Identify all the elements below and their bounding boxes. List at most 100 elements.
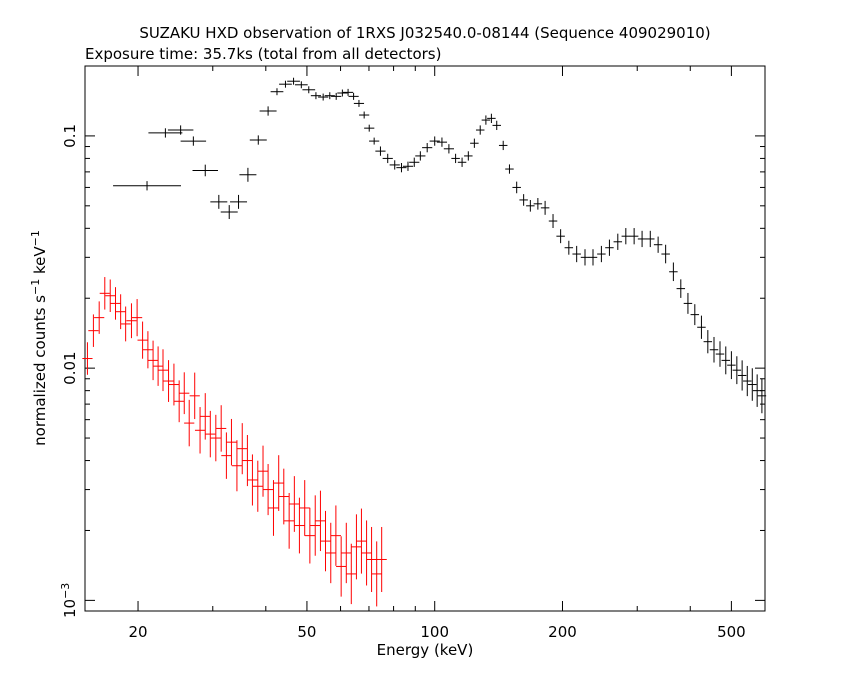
y-axis-label-main: normalized counts s bbox=[31, 295, 49, 446]
data-point bbox=[348, 92, 359, 100]
x-axis-label: Energy (keV) bbox=[377, 641, 474, 659]
axis-ticks: 20 50 100 200 500 0.1 0.01 10−3 bbox=[59, 65, 766, 641]
data-point bbox=[498, 140, 508, 151]
data-point bbox=[376, 526, 387, 592]
data-point bbox=[310, 495, 321, 556]
data-point bbox=[457, 157, 467, 167]
data-point bbox=[200, 393, 211, 440]
data-point bbox=[257, 445, 269, 497]
data-point bbox=[605, 239, 614, 256]
data-point bbox=[748, 368, 757, 401]
data-point bbox=[189, 372, 200, 420]
data-point bbox=[359, 111, 370, 119]
data-point bbox=[330, 505, 341, 566]
data-point bbox=[113, 181, 181, 191]
data-point bbox=[737, 360, 747, 391]
data-point bbox=[180, 136, 207, 146]
y-axis-label-sup2: −1 bbox=[29, 230, 42, 246]
data-point bbox=[721, 346, 731, 375]
y-tick-label: 10−3 bbox=[59, 583, 79, 618]
data-point bbox=[464, 151, 473, 161]
data-point bbox=[366, 526, 377, 592]
plot-frame bbox=[84, 65, 766, 612]
data-point bbox=[318, 93, 329, 101]
data-point bbox=[653, 236, 663, 253]
data-point bbox=[342, 88, 354, 96]
data-point bbox=[221, 432, 232, 479]
data-point bbox=[210, 414, 221, 462]
data-point bbox=[99, 277, 110, 310]
data-point bbox=[409, 157, 420, 167]
data-point bbox=[167, 125, 194, 135]
data-point bbox=[382, 153, 393, 164]
data-point bbox=[270, 88, 284, 96]
y-axis-label-unit: keV bbox=[31, 246, 49, 279]
data-point bbox=[371, 541, 382, 607]
data-point bbox=[389, 160, 400, 170]
data-point bbox=[481, 115, 491, 125]
data-point bbox=[533, 198, 543, 210]
data-point bbox=[743, 365, 752, 397]
y-axis-label-sup1: −1 bbox=[29, 279, 42, 295]
data-point bbox=[132, 299, 143, 337]
chart-title: SUZAKU HXD observation of 1RXS J032540.0… bbox=[139, 24, 710, 42]
data-point bbox=[337, 89, 348, 97]
series-layer bbox=[82, 77, 767, 607]
series-1 bbox=[113, 77, 767, 414]
y-tick-label: 0.01 bbox=[61, 351, 79, 384]
data-point bbox=[621, 228, 631, 245]
data-point bbox=[669, 262, 678, 282]
data-point bbox=[613, 233, 623, 250]
data-point bbox=[88, 314, 99, 347]
data-point bbox=[556, 229, 565, 244]
data-point bbox=[492, 120, 501, 131]
data-point bbox=[120, 306, 131, 342]
data-point bbox=[192, 164, 218, 177]
data-point bbox=[487, 113, 496, 124]
data-point bbox=[683, 292, 693, 314]
data-point bbox=[540, 200, 550, 215]
data-point bbox=[396, 163, 407, 173]
data-point bbox=[451, 153, 460, 164]
data-point bbox=[676, 279, 686, 298]
data-point bbox=[325, 522, 336, 584]
data-point bbox=[249, 135, 267, 145]
data-point bbox=[505, 164, 514, 174]
series-2 bbox=[82, 277, 387, 607]
data-point bbox=[284, 492, 295, 549]
data-point bbox=[629, 228, 639, 245]
data-point bbox=[727, 351, 736, 380]
data-point bbox=[548, 214, 558, 228]
data-point bbox=[148, 128, 183, 138]
data-point bbox=[239, 167, 257, 182]
data-point bbox=[184, 399, 195, 447]
data-point bbox=[436, 137, 448, 147]
data-point bbox=[661, 244, 670, 264]
data-point bbox=[519, 194, 528, 206]
data-point bbox=[294, 81, 308, 89]
x-tick-label: 50 bbox=[297, 623, 316, 641]
data-point bbox=[153, 346, 164, 386]
y-tick-label: 0.1 bbox=[61, 124, 79, 148]
data-point bbox=[475, 125, 485, 135]
data-point bbox=[115, 294, 126, 330]
data-point bbox=[302, 86, 316, 94]
data-point bbox=[709, 336, 719, 363]
data-point bbox=[273, 455, 284, 511]
x-tick-label: 500 bbox=[717, 623, 746, 641]
data-point bbox=[402, 161, 414, 171]
data-point bbox=[105, 279, 116, 312]
data-point bbox=[697, 315, 706, 339]
data-point bbox=[580, 249, 590, 266]
data-point bbox=[226, 418, 237, 466]
data-point bbox=[174, 380, 185, 423]
data-point bbox=[304, 507, 315, 564]
data-point bbox=[715, 341, 725, 367]
data-point bbox=[242, 435, 253, 487]
x-tick-label: 200 bbox=[548, 623, 577, 641]
data-point bbox=[126, 303, 137, 339]
data-point bbox=[247, 454, 258, 506]
data-point bbox=[315, 490, 326, 552]
data-point bbox=[336, 536, 347, 597]
data-point bbox=[82, 342, 93, 375]
